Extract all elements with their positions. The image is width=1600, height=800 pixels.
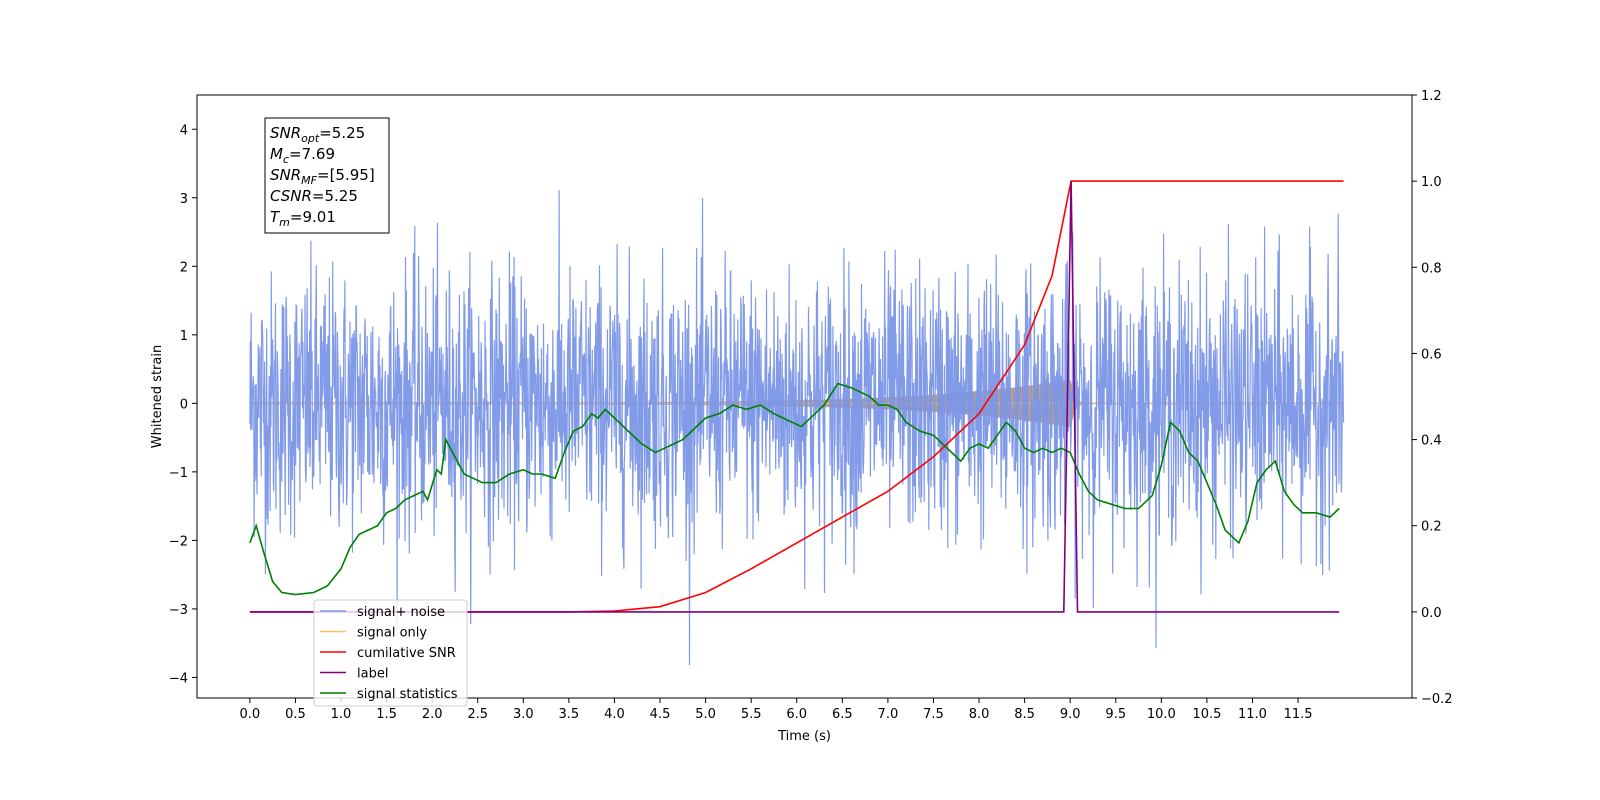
x-tick-label: 7.0: [878, 707, 899, 722]
x-axis-label: Time (s): [777, 729, 831, 744]
legend-entry: signal only: [357, 626, 427, 641]
x-tick-label: 3.5: [559, 707, 580, 722]
y-tick-label-left: 3: [180, 192, 188, 207]
x-tick-label: 11.0: [1238, 707, 1267, 722]
legend: signal+ noise signal only cumilative SNR la…: [313, 599, 468, 707]
series-line-label: [249, 181, 1340, 613]
info-subscript: opt: [301, 132, 320, 145]
series-line-signal-noise: [249, 190, 1345, 666]
x-tick-label: 1.0: [331, 707, 352, 722]
y-tick-label-right: 1.0: [1421, 175, 1442, 190]
x-axis: 0.0 0.5 1.0 1.5 2.0 2.5 3.0 3.5 4.0 4.5 5.0 5.5 6.0 6…: [240, 698, 1313, 722]
x-tick-label: 3.0: [513, 707, 534, 722]
info-value: =[5.95]: [317, 166, 375, 184]
y-tick-label-right: −0.2: [1421, 692, 1453, 707]
y-tick-label-right: 0.2: [1421, 520, 1442, 535]
info-box-frame: [264, 117, 390, 234]
x-tick-label: 8.5: [1014, 707, 1035, 722]
info-subscript: c: [283, 153, 289, 166]
info-symbol: M: [270, 145, 283, 163]
y-tick-label-left: −4: [169, 671, 188, 686]
y-tick-label-left: 4: [180, 123, 188, 138]
info-line: Mc=7.69: [270, 145, 335, 166]
y-tick-label-left: 0: [180, 397, 188, 412]
info-value: =7.69: [289, 145, 335, 163]
x-tick-label: 9.0: [1060, 707, 1081, 722]
y-tick-label-left: 2: [180, 260, 188, 275]
x-tick-label: 4.0: [604, 707, 625, 722]
y-tick-label-right: 0.6: [1421, 347, 1442, 362]
y-tick-label-left: −1: [169, 466, 188, 481]
y-tick-label-left: −3: [169, 603, 188, 618]
legend-frame: [313, 599, 468, 707]
y-tick-label-right: 0.4: [1421, 434, 1442, 449]
legend-entry: signal+ noise: [357, 605, 445, 620]
info-symbol: T: [270, 208, 281, 226]
series-line-cumulative-snr: [249, 180, 1344, 613]
x-tick-label: 0.0: [240, 707, 261, 722]
info-value: =5.25: [312, 187, 358, 205]
info-subscript: m: [279, 216, 290, 229]
x-tick-label: 4.5: [650, 707, 671, 722]
info-line: CSNR=5.25: [270, 187, 358, 205]
info-line: Tm=9.01: [270, 208, 336, 229]
legend-entry: cumilative SNR: [357, 646, 456, 661]
y-axis-right: 1.2 1.0 0.8 0.6 0.4 0.2 0.0 −0.2: [1412, 89, 1453, 707]
x-tick-label: 1.5: [376, 707, 397, 722]
x-tick-label: 8.0: [969, 707, 990, 722]
x-tick-label: 2.5: [467, 707, 488, 722]
y-tick-label-right: 0.8: [1421, 261, 1442, 276]
y-axis-label-left: Whitened strain: [150, 345, 165, 448]
x-tick-label: 6.5: [832, 707, 853, 722]
info-box: SNRopt=5.25Mc=7.69SNRMF=[5.95]CSNR=5.25T…: [264, 117, 390, 234]
info-symbol: CSNR: [270, 187, 312, 205]
info-symbol: SNR: [270, 124, 301, 142]
info-symbol: SNR: [270, 166, 301, 184]
plot-frame: [196, 94, 1413, 699]
legend-entry: signal statistics: [357, 687, 458, 702]
legend-entry: label: [357, 667, 388, 682]
y-tick-label-right: 1.2: [1421, 89, 1442, 104]
y-axis-left: 4 3 2 1 0 −1 −2 −3 −4: [169, 123, 197, 686]
x-tick-label: 7.5: [923, 707, 944, 722]
x-tick-label: 11.5: [1284, 707, 1313, 722]
x-tick-label: 6.0: [786, 707, 807, 722]
x-tick-label: 0.5: [285, 707, 306, 722]
info-line: SNRopt=5.25: [270, 124, 365, 145]
y-tick-label-left: −2: [169, 534, 188, 549]
signal-noise-series: [249, 190, 1345, 666]
x-tick-label: 10.5: [1192, 707, 1221, 722]
info-subscript: MF: [301, 174, 317, 187]
x-tick-label: 5.0: [695, 707, 716, 722]
x-tick-label: 9.5: [1105, 707, 1126, 722]
y-tick-label-left: 1: [180, 329, 188, 344]
info-value: =9.01: [290, 208, 336, 226]
x-tick-label: 10.0: [1147, 707, 1176, 722]
y-tick-label-right: 0.0: [1421, 606, 1442, 621]
x-tick-label: 2.0: [422, 707, 443, 722]
x-tick-label: 5.5: [741, 707, 762, 722]
info-value: =5.25: [319, 124, 365, 142]
series-line-signal-statistics: [249, 382, 1340, 596]
line-series-group: [249, 180, 1344, 613]
info-line: SNRMF=[5.95]: [270, 166, 375, 187]
